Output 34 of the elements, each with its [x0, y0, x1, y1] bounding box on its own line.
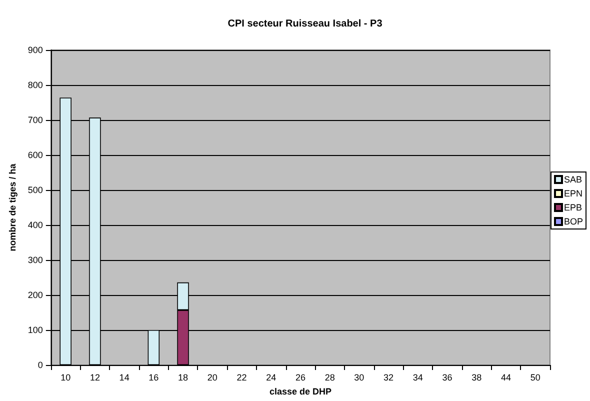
- chart-title: CPI secteur Ruisseau Isabel - P3: [228, 18, 383, 30]
- x-tick-label: 36: [442, 372, 452, 382]
- x-tick-label: 38: [472, 372, 482, 382]
- x-tick-label: 22: [236, 372, 247, 382]
- y-tick-label: 400: [28, 220, 43, 230]
- x-tick-label: 10: [60, 372, 71, 382]
- y-tick-label: 800: [28, 80, 43, 90]
- x-tick-label: 16: [148, 372, 159, 382]
- x-tick-label: 28: [324, 372, 335, 382]
- y-tick-label: 600: [28, 150, 43, 160]
- y-tick-label: 0: [38, 360, 43, 370]
- legend-label: SAB: [564, 174, 582, 184]
- x-tick-label: 12: [90, 372, 100, 382]
- legend-label: EPB: [564, 202, 582, 212]
- x-tick-label: 18: [178, 372, 188, 382]
- x-tick-label: 44: [500, 372, 511, 382]
- y-tick-label: 200: [28, 290, 43, 300]
- x-tick-label: 32: [384, 372, 394, 382]
- y-tick-label: 700: [28, 115, 43, 125]
- x-tick-label: 14: [119, 372, 130, 382]
- legend-label: BOP: [564, 216, 584, 226]
- x-tick-label: 30: [354, 372, 364, 382]
- x-tick-label: 34: [412, 372, 423, 382]
- x-axis-title: classe de DHP: [269, 386, 332, 396]
- x-tick-label: 20: [207, 372, 218, 382]
- legend-label: EPN: [564, 188, 583, 198]
- x-tick-label: 50: [530, 372, 540, 382]
- y-tick-label: 300: [28, 255, 43, 265]
- y-axis-title: nombre de tiges / ha: [8, 162, 18, 252]
- x-tick-label: 24: [266, 372, 276, 382]
- x-tick-label: 26: [295, 372, 306, 382]
- y-tick-label: 900: [28, 45, 43, 55]
- y-tick-label: 500: [28, 185, 43, 195]
- y-tick-label: 100: [28, 325, 43, 335]
